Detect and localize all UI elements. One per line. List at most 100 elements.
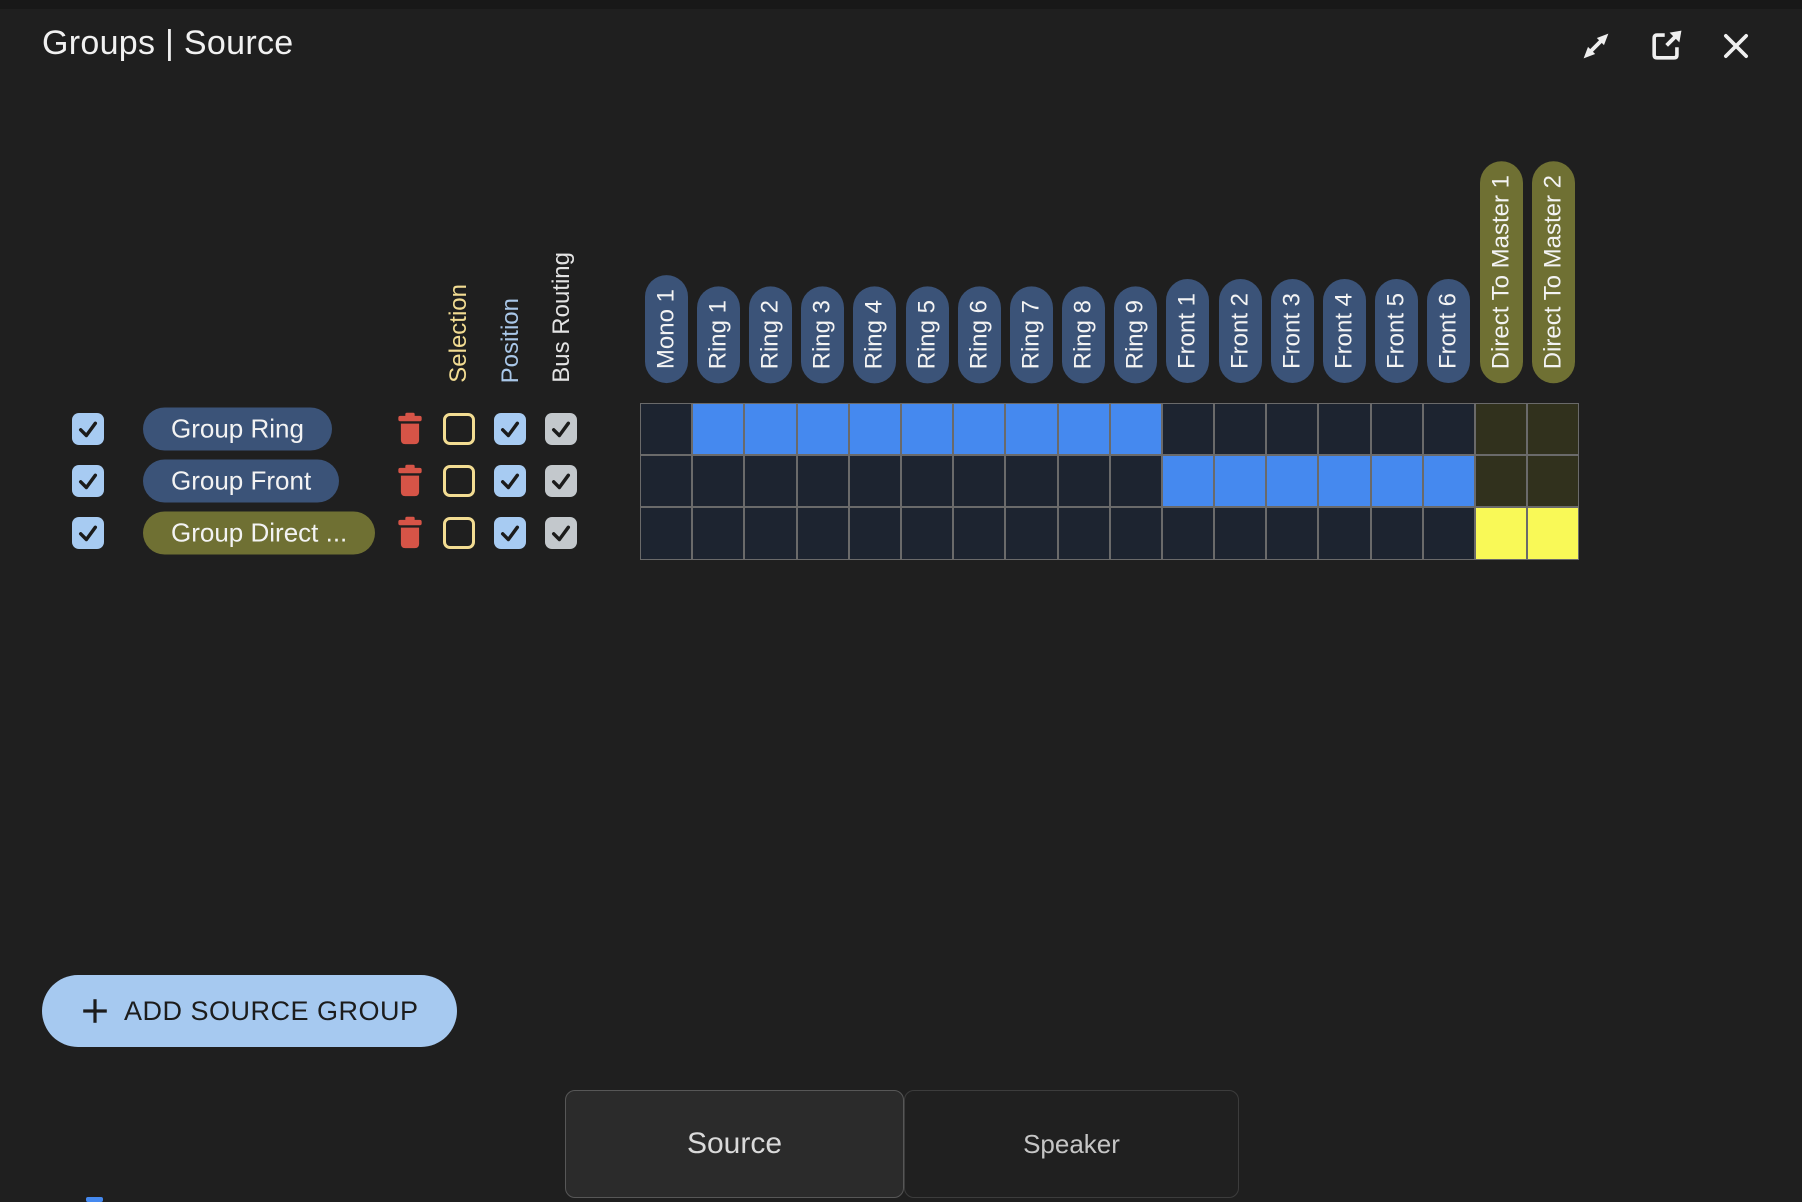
bus-routing-checkbox-group-ring[interactable] <box>545 413 577 446</box>
routing-cell-group-ring-front-2[interactable] <box>1214 403 1267 456</box>
routing-cell-group-direct-ring-7[interactable] <box>1005 507 1058 560</box>
tab-speaker[interactable]: Speaker <box>904 1090 1239 1198</box>
selection-checkbox-group-ring[interactable] <box>443 413 475 446</box>
routing-cell-group-ring-ring-8[interactable] <box>1057 403 1110 456</box>
routing-cell-group-direct-front-2[interactable] <box>1214 507 1267 560</box>
routing-cell-group-front-front-2[interactable] <box>1214 455 1267 508</box>
bus-headers: Mono 1 Ring 1 Ring 2 Ring 3 Ring 4 Ring 5 Ring… <box>640 160 1579 383</box>
routing-cell-group-front-front-3[interactable] <box>1266 455 1319 508</box>
routing-cell-group-direct-ring-3[interactable] <box>796 507 849 560</box>
routing-cell-group-direct-direct-to-master-2[interactable] <box>1527 507 1580 560</box>
routing-cell-group-front-ring-2[interactable] <box>744 455 797 508</box>
routing-cell-group-direct-ring-2[interactable] <box>744 507 797 560</box>
routing-cell-group-direct-front-3[interactable] <box>1266 507 1319 560</box>
enable-checkbox-group-direct[interactable] <box>72 517 104 550</box>
bus-header-ring-1[interactable]: Ring 1 <box>696 285 740 383</box>
routing-cell-group-ring-ring-6[interactable] <box>953 403 1006 456</box>
routing-cell-group-direct-ring-6[interactable] <box>953 507 1006 560</box>
bus-header-ring-5[interactable]: Ring 5 <box>905 285 949 383</box>
routing-cell-group-ring-ring-1[interactable] <box>692 403 745 456</box>
bus-header-mono-1[interactable]: Mono 1 <box>644 274 688 383</box>
routing-cell-group-ring-ring-4[interactable] <box>848 403 901 456</box>
routing-cell-group-front-ring-3[interactable] <box>796 455 849 508</box>
routing-cell-group-ring-ring-9[interactable] <box>1109 403 1162 456</box>
bus-header-front-2[interactable]: Front 2 <box>1218 278 1262 383</box>
position-checkbox-group-ring[interactable] <box>494 413 526 446</box>
routing-cell-group-ring-mono-1[interactable] <box>640 403 693 456</box>
bus-header-ring-3[interactable]: Ring 3 <box>801 285 845 383</box>
delete-group-button[interactable] <box>396 516 424 550</box>
routing-cell-group-ring-front-4[interactable] <box>1318 403 1371 456</box>
routing-cell-group-ring-direct-to-master-2[interactable] <box>1527 403 1580 456</box>
bus-column-slot: Ring 4 <box>853 285 897 383</box>
routing-cell-group-front-front-4[interactable] <box>1318 455 1371 508</box>
bus-header-ring-2[interactable]: Ring 2 <box>748 285 792 383</box>
bus-header-ring-9[interactable]: Ring 9 <box>1114 285 1158 383</box>
selection-checkbox-group-direct[interactable] <box>443 517 475 550</box>
routing-cell-group-front-ring-6[interactable] <box>953 455 1006 508</box>
bus-header-front-1[interactable]: Front 1 <box>1166 278 1210 383</box>
routing-cell-group-direct-ring-9[interactable] <box>1109 507 1162 560</box>
routing-cell-group-direct-ring-5[interactable] <box>900 507 954 560</box>
routing-cell-group-front-ring-9[interactable] <box>1109 455 1162 508</box>
position-checkbox-group-front[interactable] <box>494 465 526 498</box>
bus-column-slot: Front 5 <box>1375 278 1419 383</box>
routing-cell-group-direct-front-5[interactable] <box>1370 507 1423 560</box>
close-icon[interactable] <box>1716 26 1756 66</box>
bus-header-direct-to-master-2[interactable]: Direct To Master 2 <box>1531 160 1575 383</box>
bus-header-front-6[interactable]: Front 6 <box>1427 278 1471 383</box>
delete-group-button[interactable] <box>396 464 424 498</box>
tab-source[interactable]: Source <box>565 1090 904 1198</box>
routing-cell-group-ring-front-3[interactable] <box>1266 403 1319 456</box>
routing-cell-group-ring-front-6[interactable] <box>1422 403 1475 456</box>
routing-cell-group-ring-ring-7[interactable] <box>1005 403 1058 456</box>
enable-checkbox-group-front[interactable] <box>72 465 104 498</box>
group-label-group-front[interactable]: Group Front <box>143 459 340 503</box>
bus-header-direct-to-master-1[interactable]: Direct To Master 1 <box>1479 160 1523 383</box>
routing-cell-group-direct-front-4[interactable] <box>1318 507 1371 560</box>
bus-header-ring-6[interactable]: Ring 6 <box>957 285 1001 383</box>
routing-cell-group-direct-front-1[interactable] <box>1161 507 1215 560</box>
group-label-group-direct[interactable]: Group Direct ... <box>143 511 376 555</box>
routing-cell-group-front-front-6[interactable] <box>1422 455 1475 508</box>
routing-cell-group-front-front-1[interactable] <box>1161 455 1215 508</box>
routing-cell-group-direct-front-6[interactable] <box>1422 507 1475 560</box>
group-label-group-ring[interactable]: Group Ring <box>143 407 332 451</box>
routing-cell-group-front-ring-8[interactable] <box>1057 455 1110 508</box>
bus-header-ring-7[interactable]: Ring 7 <box>1009 285 1053 383</box>
routing-cell-group-direct-ring-8[interactable] <box>1057 507 1110 560</box>
routing-cell-group-ring-ring-5[interactable] <box>900 403 954 456</box>
routing-cell-group-front-ring-5[interactable] <box>900 455 954 508</box>
position-checkbox-group-direct[interactable] <box>494 517 526 550</box>
selection-checkbox-group-front[interactable] <box>443 465 475 498</box>
bus-routing-checkbox-group-direct[interactable] <box>545 517 577 550</box>
routing-cell-group-direct-direct-to-master-1[interactable] <box>1475 507 1528 560</box>
routing-cell-group-ring-direct-to-master-1[interactable] <box>1475 403 1528 456</box>
routing-cell-group-ring-front-1[interactable] <box>1161 403 1215 456</box>
routing-cell-group-direct-ring-4[interactable] <box>848 507 901 560</box>
routing-cell-group-front-direct-to-master-1[interactable] <box>1475 455 1528 508</box>
enable-checkbox-group-ring[interactable] <box>72 413 104 446</box>
open-new-window-icon[interactable] <box>1646 26 1686 66</box>
group-row-group-direct: Group Direct ... <box>0 507 640 559</box>
bus-header-ring-8[interactable]: Ring 8 <box>1062 285 1106 383</box>
routing-cell-group-ring-front-5[interactable] <box>1370 403 1423 456</box>
routing-cell-group-front-ring-4[interactable] <box>848 455 901 508</box>
routing-cell-group-direct-ring-1[interactable] <box>692 507 745 560</box>
routing-cell-group-direct-mono-1[interactable] <box>640 507 693 560</box>
bus-header-front-5[interactable]: Front 5 <box>1375 278 1419 383</box>
bus-header-front-3[interactable]: Front 3 <box>1270 278 1314 383</box>
routing-cell-group-front-direct-to-master-2[interactable] <box>1527 455 1580 508</box>
routing-cell-group-ring-ring-2[interactable] <box>744 403 797 456</box>
routing-cell-group-front-ring-7[interactable] <box>1005 455 1058 508</box>
fullscreen-icon[interactable] <box>1576 26 1616 66</box>
routing-cell-group-front-ring-1[interactable] <box>692 455 745 508</box>
bus-header-front-4[interactable]: Front 4 <box>1323 278 1367 383</box>
bus-routing-checkbox-group-front[interactable] <box>545 465 577 498</box>
routing-cell-group-front-front-5[interactable] <box>1370 455 1423 508</box>
routing-cell-group-ring-ring-3[interactable] <box>796 403 849 456</box>
bus-header-ring-4[interactable]: Ring 4 <box>853 285 897 383</box>
add-source-group-button[interactable]: ADD SOURCE GROUP <box>42 975 457 1047</box>
routing-cell-group-front-mono-1[interactable] <box>640 455 693 508</box>
delete-group-button[interactable] <box>396 412 424 446</box>
